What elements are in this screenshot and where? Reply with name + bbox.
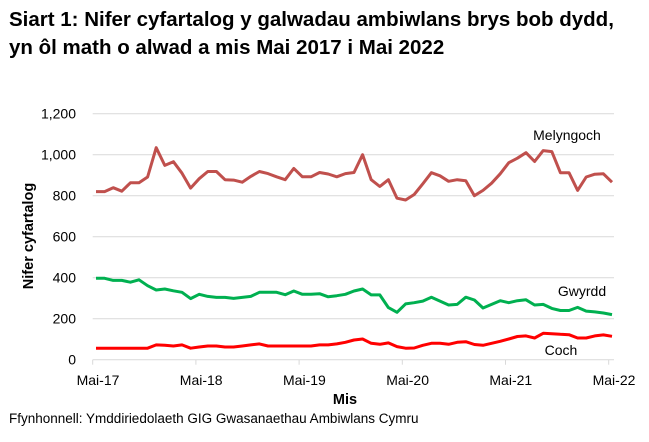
x-axis-title: Mis (333, 392, 357, 408)
y-tick-label: 400 (53, 270, 77, 286)
x-tick-label: Mai-19 (283, 372, 326, 388)
x-tick-label: Mai-22 (593, 372, 636, 388)
y-tick-label: 0 (68, 352, 76, 368)
series-label-melyngoch: Melyngoch (533, 127, 601, 143)
source-note: Ffynhonnell: Ymddiriedolaeth GIG Gwasana… (9, 411, 419, 426)
x-tick-label: Mai-17 (77, 372, 120, 388)
x-axis: Mai-17 Mai-18 Mai-19 Mai-20 Mai-21 Mai-22 (77, 359, 636, 388)
x-tick-label: Mai-20 (386, 372, 429, 388)
y-tick-label: 1,000 (41, 147, 76, 163)
gridlines (92, 113, 614, 320)
x-tick-label: Mai-18 (180, 372, 223, 388)
series-line-gwyrdd (96, 276, 613, 317)
y-tick-label: 800 (53, 188, 77, 204)
y-tick-label: 200 (53, 311, 77, 327)
x-tick-label: Mai-21 (489, 372, 532, 388)
chart-title: Siart 1: Nifer cyfartalog y galwadau amb… (9, 8, 614, 59)
y-axis-title: Nifer cyfartalog (21, 183, 37, 289)
series-line-melyngoch (96, 146, 614, 202)
series-label-coch: Coch (545, 342, 578, 358)
series-line-coch (96, 331, 613, 350)
series-lines (96, 146, 614, 350)
y-axis-ticks: 0 200 400 600 800 1,000 1,200 (41, 106, 76, 368)
series-label-gwyrdd: Gwyrdd (558, 283, 606, 299)
series-labels: Melyngoch Gwyrdd Coch (533, 127, 606, 358)
y-tick-label: 1,200 (41, 106, 76, 122)
y-tick-label: 600 (53, 229, 77, 245)
